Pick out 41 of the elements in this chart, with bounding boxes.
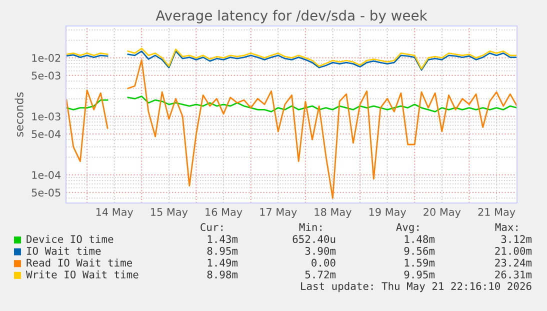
text: Min:: [299, 222, 322, 231]
text: 3.90m: [305, 246, 336, 255]
text: Avg:: [396, 223, 418, 234]
text: 1.43m: [208, 235, 238, 244]
y-tick-label: 1e-03: [32, 112, 60, 120]
y-tick-label: 1e-04: [32, 171, 61, 179]
text: 23.24m: [495, 258, 532, 267]
legend-label: IO Wait time: [27, 246, 101, 255]
text: Last update: Thu May 21 22:16:10 2026: [301, 282, 532, 292]
x-tick-label: 20 May: [424, 208, 461, 218]
x-tick-label: 17 May: [260, 208, 297, 218]
text: 26.31m: [495, 270, 532, 278]
x-tick-label: 21 May: [478, 208, 516, 218]
text: 9.56m: [404, 246, 435, 255]
text: Cur:: [200, 223, 222, 232]
x-tick-label: 16 May: [206, 208, 242, 218]
y-tick-label: 5e-04: [32, 130, 61, 138]
text: 1.59m: [404, 258, 435, 267]
legend-label: Read IO Wait time: [26, 258, 132, 267]
text: 1.48m: [404, 235, 435, 244]
y-tick-label: 1e-02: [32, 54, 60, 62]
text: 9.95m: [404, 270, 435, 278]
legend-label: Device IO time: [26, 234, 114, 244]
text: 8.95m: [207, 246, 238, 255]
text: 8.98m: [207, 270, 238, 278]
text: 652.40u: [292, 235, 336, 244]
text: 0.00: [312, 258, 336, 267]
x-tick-label: 14 May: [96, 208, 134, 218]
x-tick-label: 15 May: [151, 208, 188, 218]
y-axis-title: seconds: [14, 92, 24, 137]
y-tick-label: 5e-05: [32, 188, 60, 197]
text: 21.00m: [495, 246, 532, 255]
text: 3.12m: [501, 235, 532, 244]
legend-label: Write IO Wait time: [26, 270, 138, 278]
text: 5.72m: [305, 270, 336, 278]
x-tick-label: 18 May: [314, 208, 352, 218]
y-tick-label: 5e-03: [32, 72, 60, 80]
chart-title: Average latency for /dev/sda - by week: [156, 10, 428, 24]
text: Max:: [495, 223, 518, 232]
text: 1.49m: [208, 258, 238, 267]
x-tick-label: 19 May: [369, 208, 406, 218]
